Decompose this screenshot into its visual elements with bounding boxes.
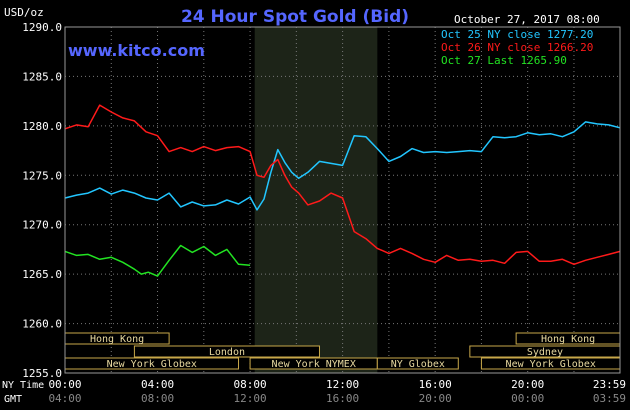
x-tick-label-ny: 08:00: [234, 378, 267, 391]
date-label: October 27, 2017 08:00: [454, 13, 600, 26]
legend: Oct 25 NY close 1277.20 Oct 26 NY close …: [441, 28, 593, 67]
x-tick-label-ny: 23:59: [593, 378, 626, 391]
session-bar: [133, 345, 320, 358]
session-label: New York Globex: [506, 359, 596, 370]
session-label: NY Globex: [391, 359, 445, 370]
x-tick-label-gmt: 12:00: [234, 392, 267, 405]
session-label: New York NYMEX: [272, 359, 356, 370]
x-tick-label-gmt: 08:00: [141, 392, 174, 405]
chart-title: 24 Hour Spot Gold (Bid): [181, 7, 409, 27]
x-tick-label-gmt: 20:00: [419, 392, 452, 405]
y-tick-label: 1270.0: [22, 219, 62, 232]
y-tick-label: 1260.0: [22, 318, 62, 331]
y-tick-label: 1290.0: [22, 21, 62, 34]
legend-entry-oct27: Oct 27 Last 1265.90: [441, 54, 567, 67]
y-tick-label: 1255.0: [22, 367, 62, 380]
y-tick-label: 1280.0: [22, 120, 62, 133]
market-hours-highlight: [254, 27, 378, 373]
y-axis-label: USD/oz: [4, 6, 44, 19]
series-line-2: [64, 104, 621, 266]
x-tick-label-ny: 04:00: [141, 378, 174, 391]
x-tick-label-gmt: 03:59: [593, 392, 626, 405]
session-bar: [376, 357, 459, 370]
series-line-1: [64, 121, 621, 211]
y-tick-label: 1265.0: [22, 268, 62, 281]
session-label: New York Globex: [107, 359, 197, 370]
x-tick-label-ny: 12:00: [326, 378, 359, 391]
gmt-row-label: GMT: [4, 394, 22, 405]
ny-time-row-label: NY Time: [2, 380, 44, 391]
y-tick-label: 1275.0: [22, 169, 62, 182]
x-tick-label-gmt: 04:00: [48, 392, 81, 405]
session-label: Sydney: [527, 347, 563, 358]
legend-entry-oct26: Oct 26 NY close 1266.20: [441, 41, 593, 54]
x-tick-label-ny: 00:00: [48, 378, 81, 391]
session-label: London: [209, 347, 245, 358]
plot-frame: [64, 26, 621, 374]
y-tick-label: 1285.0: [22, 70, 62, 83]
website-label: www.kitco.com: [68, 41, 205, 60]
session-label: Hong Kong: [90, 334, 144, 345]
series-line-3: [64, 244, 251, 277]
session-label: Hong Kong: [541, 334, 595, 345]
legend-entry-oct25: Oct 25 NY close 1277.20: [441, 28, 593, 41]
x-tick-label-gmt: 16:00: [326, 392, 359, 405]
x-tick-label-ny: 16:00: [419, 378, 452, 391]
x-tick-label-ny: 20:00: [511, 378, 544, 391]
x-tick-label-gmt: 00:00: [511, 392, 544, 405]
